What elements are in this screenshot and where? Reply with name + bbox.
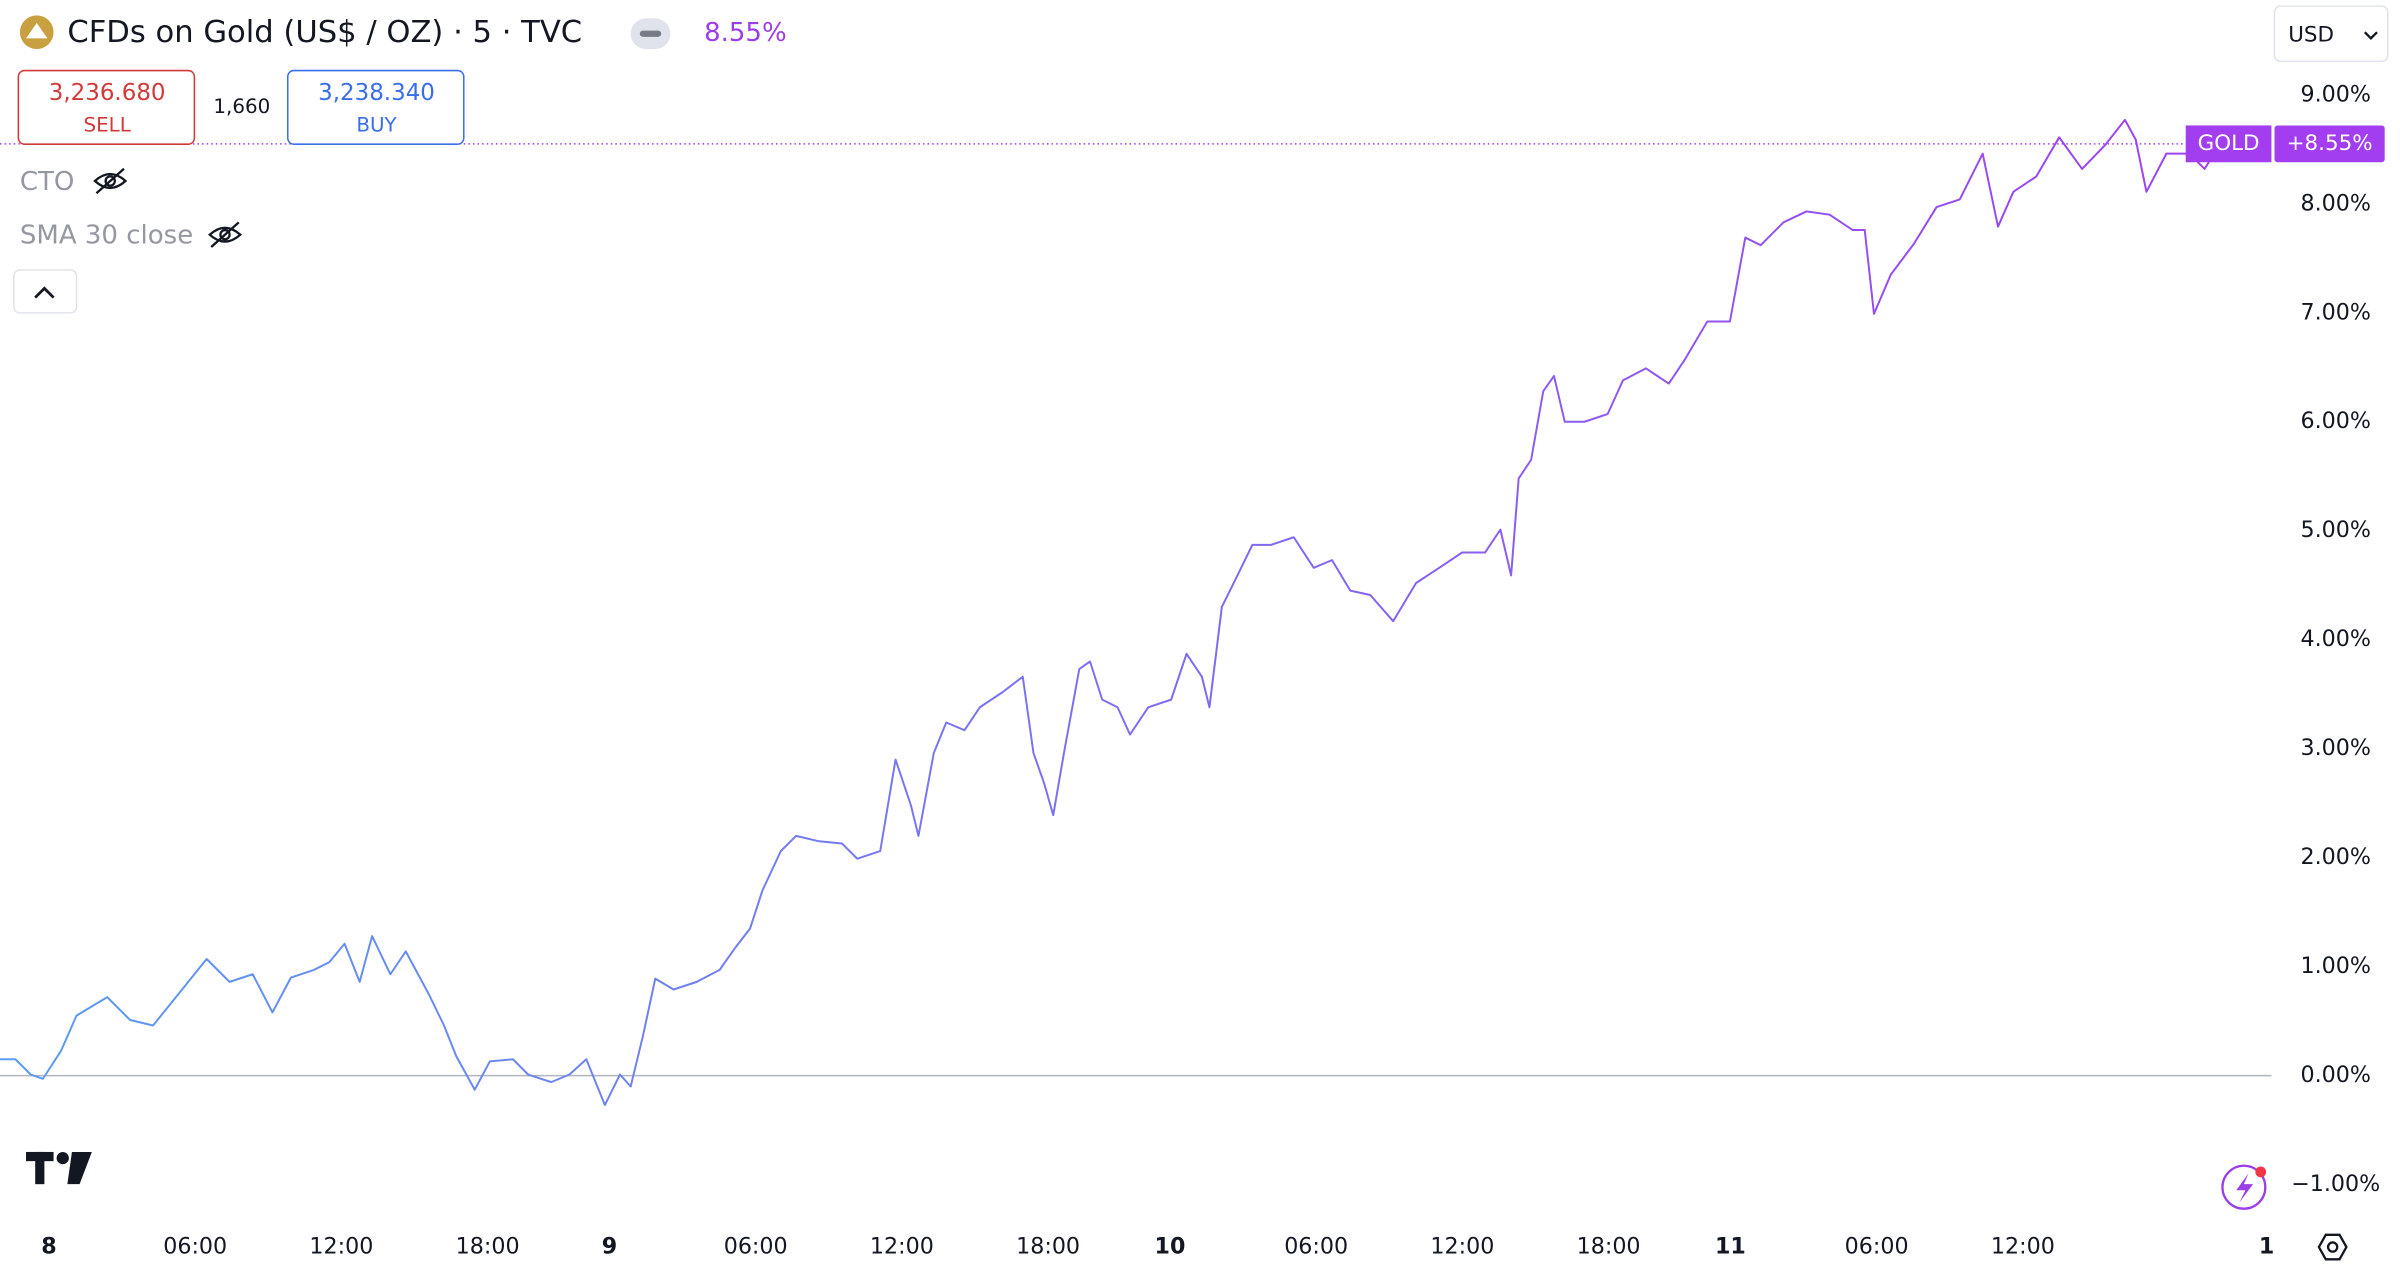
x-tick-label: 12:00 <box>309 1234 373 1260</box>
x-tick-label: 18:00 <box>456 1234 520 1260</box>
x-tick-label: 9 <box>602 1234 617 1260</box>
sell-button[interactable] <box>17 69 196 145</box>
settings-button[interactable] <box>2317 1233 2348 1261</box>
currency: USD <box>2288 22 2334 47</box>
x-tick-label: 12:00 <box>1430 1234 1494 1260</box>
tv-logo <box>26 1151 92 1185</box>
x-tick-label: 12:00 <box>1991 1234 2055 1260</box>
y-tick-label: 2.00% <box>2300 844 2370 870</box>
x-tick-label: 18:00 <box>1016 1234 1080 1260</box>
last-value-tag <box>2274 125 2385 163</box>
x-tick-label: 8 <box>41 1234 56 1260</box>
x-tick-label: 06:00 <box>1845 1234 1909 1260</box>
sell-label: SELL <box>83 113 130 136</box>
y-tick-label: 8.00% <box>2300 190 2370 216</box>
y-tick-label: 4.00% <box>2300 626 2370 652</box>
collapse-button[interactable] <box>13 269 78 314</box>
legend-tag <box>2185 125 2272 163</box>
y-tick-label: 7.00% <box>2300 299 2370 325</box>
y-tick-label: 9.00% <box>2300 81 2370 107</box>
hidden-eye-icon[interactable] <box>207 221 243 248</box>
indicator-label[interactable]: SMA 30 close <box>20 221 193 251</box>
buy-label: BUY <box>356 113 397 136</box>
legend-entry: GOLD <box>2198 131 2260 156</box>
indicator-label[interactable]: CTO <box>20 167 75 197</box>
y-tick-label: 5.00% <box>2300 517 2370 543</box>
y-tick-label: 3.00% <box>2300 735 2370 761</box>
x-tick-label: 1 <box>2259 1234 2274 1260</box>
x-tick-label: 11 <box>1715 1234 1746 1260</box>
spread: 1,660 <box>213 95 270 118</box>
price-line <box>0 118 2221 1107</box>
dropdown-arrow <box>2363 31 2378 40</box>
y-tick-label: −1.00% <box>2291 1171 2380 1197</box>
status-icon <box>639 30 662 37</box>
last-value-label: +8.55% <box>2287 131 2373 156</box>
lightning-icon <box>2236 1173 2254 1203</box>
x-tick-label: 06:00 <box>724 1234 788 1260</box>
buy-button[interactable] <box>286 69 465 145</box>
buy-price: 3,238.340 <box>318 80 435 106</box>
change-percent: 8.55% <box>704 18 787 48</box>
sell-price: 3,236.680 <box>49 80 166 106</box>
plot-area: −1.00% 0.00% 1.00% 2.00% 3.00% 4.00% 5.00% 6.00… <box>0 81 2385 1260</box>
chevron-up <box>34 286 55 299</box>
logo-glyph <box>26 23 48 39</box>
alert-dot <box>2255 1166 2267 1178</box>
x-tick-label: 06:00 <box>163 1234 227 1260</box>
x-tick-label: 18:00 <box>1577 1234 1641 1260</box>
hidden-eye-icon[interactable] <box>93 167 128 195</box>
currency-select[interactable] <box>2273 5 2389 63</box>
y-tick-label: 1.00% <box>2300 953 2370 979</box>
x-tick-label: 06:00 <box>1284 1234 1348 1260</box>
y-tick-label: 0.00% <box>2300 1062 2370 1088</box>
x-tick-label: 10 <box>1155 1234 1186 1260</box>
y-tick-label: 6.00% <box>2300 408 2370 434</box>
x-tick-label: 12:00 <box>870 1234 934 1260</box>
symbol-title[interactable]: CFDs on Gold (US$ / OZ) · 5 · TVC <box>67 15 582 50</box>
